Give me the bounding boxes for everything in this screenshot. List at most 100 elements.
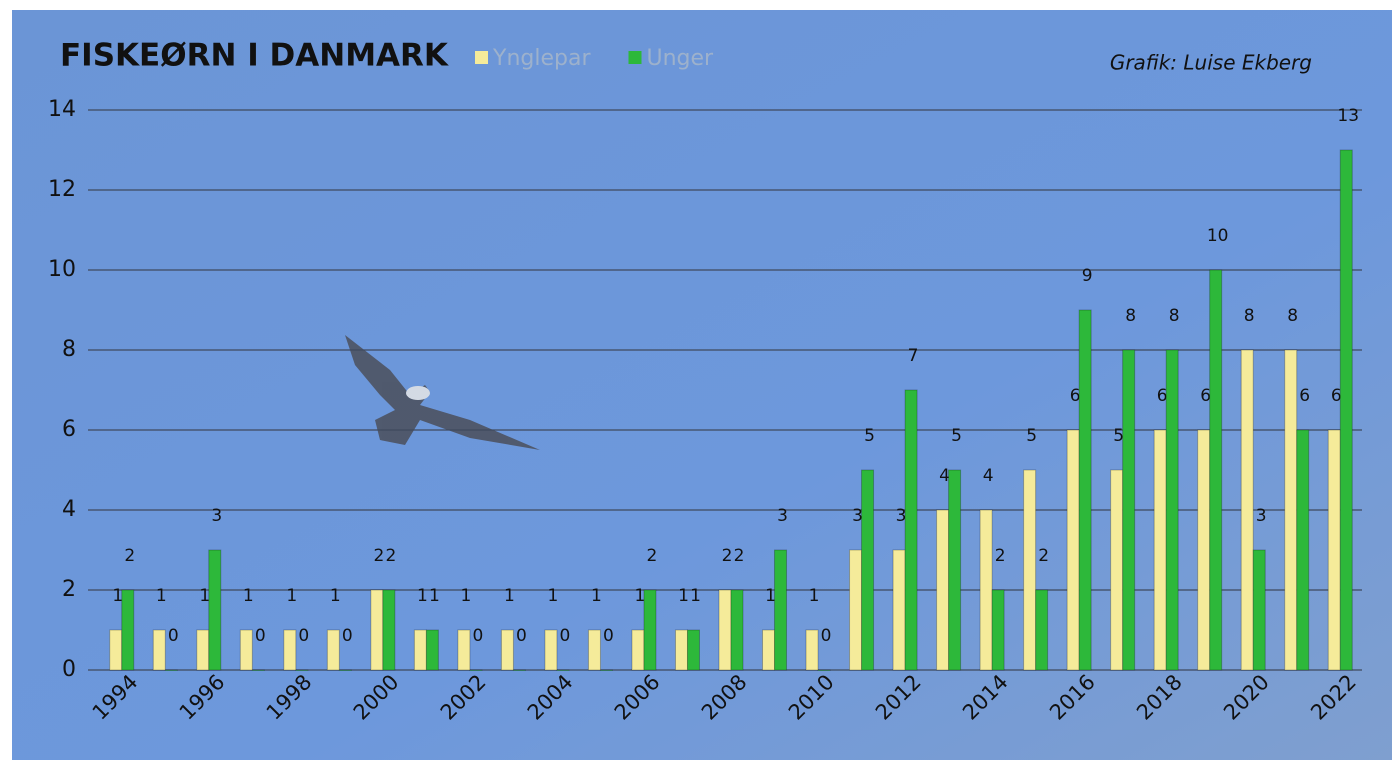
- bar: [905, 390, 917, 670]
- bar: [937, 510, 949, 670]
- bar: [980, 510, 992, 670]
- bar: [1123, 350, 1135, 670]
- y-tick-label: 8: [62, 337, 76, 362]
- y-tick-label: 0: [62, 657, 76, 682]
- bar: [1328, 430, 1340, 670]
- data-label: 0: [342, 626, 353, 646]
- data-label: 3: [1256, 506, 1267, 526]
- data-label: 6: [1299, 386, 1310, 406]
- data-label: 1: [591, 586, 602, 606]
- data-label: 2: [995, 546, 1006, 566]
- data-label: 0: [168, 626, 179, 646]
- data-label: 1: [417, 586, 428, 606]
- data-label: 1: [548, 586, 559, 606]
- bar: [1297, 430, 1309, 670]
- bar: [893, 550, 905, 670]
- data-label: 2: [124, 546, 135, 566]
- data-label: 13: [1337, 106, 1359, 126]
- bar: [600, 670, 612, 671]
- bar: [675, 630, 687, 670]
- bar: [1067, 430, 1079, 670]
- bar: [806, 630, 818, 670]
- data-label: 1: [809, 586, 820, 606]
- legend-swatch: [475, 51, 488, 64]
- data-label: 8: [1244, 306, 1255, 326]
- bar: [414, 630, 426, 670]
- y-tick-label: 14: [48, 97, 76, 122]
- bar: [165, 670, 177, 671]
- data-label: 5: [951, 426, 962, 446]
- data-label: 1: [330, 586, 341, 606]
- legend-label: Ynglepar: [492, 46, 591, 71]
- data-label: 8: [1125, 306, 1136, 326]
- bar: [426, 630, 438, 670]
- bar: [209, 550, 221, 670]
- bar: [122, 590, 134, 670]
- bar: [1241, 350, 1253, 670]
- bar: [1111, 470, 1123, 670]
- data-label: 7: [908, 346, 919, 366]
- y-tick-label: 2: [62, 577, 76, 602]
- data-label: 9: [1082, 266, 1093, 286]
- data-label: 5: [1026, 426, 1037, 446]
- bar: [1210, 270, 1222, 670]
- data-label: 8: [1169, 306, 1180, 326]
- bar: [197, 630, 209, 670]
- data-label: 3: [777, 506, 788, 526]
- bar: [296, 670, 308, 671]
- bar: [992, 590, 1004, 670]
- bar: [545, 630, 557, 670]
- bar: [153, 630, 165, 670]
- data-label: 1: [504, 586, 515, 606]
- data-label: 0: [603, 626, 614, 646]
- bar: [588, 630, 600, 670]
- data-label: 1: [156, 586, 167, 606]
- bar: [339, 670, 351, 671]
- bar: [501, 630, 513, 670]
- bar: [687, 630, 699, 670]
- bar: [1285, 350, 1297, 670]
- data-label: 2: [1038, 546, 1049, 566]
- bar: [557, 670, 569, 671]
- bar: [1154, 430, 1166, 670]
- bar: [1036, 590, 1048, 670]
- data-label: 10: [1207, 226, 1229, 246]
- data-label: 1: [678, 586, 689, 606]
- bar: [1079, 310, 1091, 670]
- legend-swatch: [629, 51, 642, 64]
- data-label: 2: [647, 546, 658, 566]
- data-label: 2: [722, 546, 733, 566]
- bar: [240, 630, 252, 670]
- bar: [1198, 430, 1210, 670]
- data-label: 3: [211, 506, 222, 526]
- bar: [731, 590, 743, 670]
- data-label: 2: [373, 546, 384, 566]
- credit: Grafik: Luise Ekberg: [1110, 51, 1312, 75]
- y-tick-label: 4: [62, 497, 76, 522]
- data-label: 1: [690, 586, 701, 606]
- data-label: 0: [516, 626, 527, 646]
- bar: [284, 630, 296, 670]
- legend-label: Unger: [647, 46, 715, 71]
- data-label: 0: [472, 626, 483, 646]
- bar: [850, 550, 862, 670]
- chart-title: FISKEØRN I DANMARK: [60, 38, 449, 74]
- data-label: 4: [983, 466, 994, 486]
- data-label: 2: [734, 546, 745, 566]
- y-tick-label: 10: [48, 257, 76, 282]
- bar: [719, 590, 731, 670]
- bar: [110, 630, 122, 670]
- bar: [252, 670, 264, 671]
- data-label: 1: [286, 586, 297, 606]
- bar: [949, 470, 961, 670]
- bar: [513, 670, 525, 671]
- bar: [1024, 470, 1036, 670]
- bar: [644, 590, 656, 670]
- bar: [458, 630, 470, 670]
- bar: [1340, 150, 1352, 670]
- bar: [1253, 550, 1265, 670]
- bar: [763, 630, 775, 670]
- bar: [327, 630, 339, 670]
- bar: [371, 590, 383, 670]
- bar: [383, 590, 395, 670]
